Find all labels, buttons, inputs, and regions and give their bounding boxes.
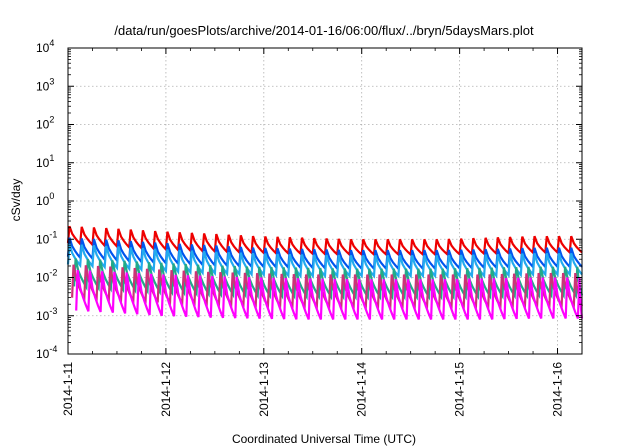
y-tick-label: 10-1: [36, 229, 57, 246]
y-tick-label: 103: [36, 76, 54, 93]
y-tick-label: 104: [36, 38, 54, 55]
x-axis-label: Coordinated Universal Time (UTC): [232, 432, 416, 446]
y-tick-label: 100: [36, 191, 54, 208]
x-tick-label: 2014-1-16: [551, 362, 565, 417]
grid: [68, 48, 582, 354]
y-tick-label: 10-3: [36, 306, 57, 323]
chart-title: /data/run/goesPlots/archive/2014-01-16/0…: [114, 23, 534, 38]
x-tick-label: 2014-1-11: [61, 362, 75, 416]
series-group: [66, 225, 584, 320]
y-tick-labels: 10-4 10-3 10-2 10-1 100 101 102 103 104: [36, 38, 57, 361]
y-axis-label: cSv/day: [9, 179, 23, 222]
x-tick-label: 2014-1-14: [355, 362, 369, 417]
y-tick-label: 10-4: [36, 344, 57, 361]
y-tick-label: 10-2: [36, 268, 57, 285]
x-tick-label: 2014-1-15: [453, 362, 467, 417]
ticks: [67, 47, 582, 355]
series-line-2: [66, 243, 583, 279]
x-tick-labels: 2014-1-11 2014-1-12 2014-1-13 2014-1-14 2014…: [61, 362, 565, 417]
x-tick-label: 2014-1-13: [257, 362, 271, 417]
series-line-3: [73, 258, 584, 301]
series-line-5: [75, 269, 584, 320]
y-tick-label: 101: [36, 153, 54, 170]
x-tick-label: 2014-1-12: [159, 362, 173, 417]
y-tick-label: 102: [36, 115, 54, 132]
